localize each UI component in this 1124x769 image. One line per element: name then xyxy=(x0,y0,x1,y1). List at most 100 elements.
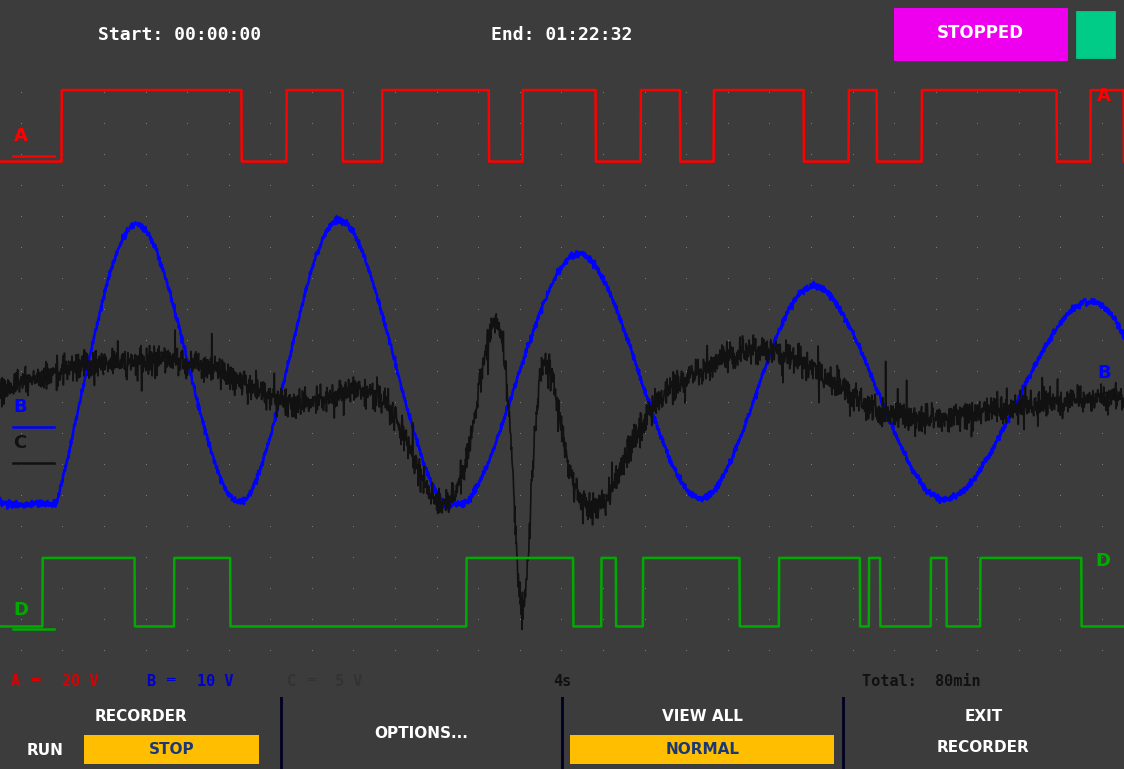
Point xyxy=(53,395,71,408)
Point xyxy=(136,395,154,408)
Point xyxy=(552,303,570,315)
Point xyxy=(801,644,819,656)
Point xyxy=(219,551,237,563)
Point xyxy=(677,271,695,284)
Point xyxy=(427,644,445,656)
Text: RECORDER: RECORDER xyxy=(94,708,187,724)
Point xyxy=(510,644,528,656)
Point xyxy=(219,644,237,656)
Point xyxy=(843,644,861,656)
Point xyxy=(635,458,653,470)
Point xyxy=(760,365,778,377)
Point xyxy=(136,488,154,501)
Point xyxy=(1051,613,1069,625)
Point xyxy=(386,303,404,315)
Point xyxy=(510,210,528,222)
Point xyxy=(386,178,404,191)
Point xyxy=(718,85,736,98)
Point xyxy=(178,551,196,563)
Point xyxy=(593,581,611,594)
Point xyxy=(801,148,819,160)
Point xyxy=(677,613,695,625)
Point xyxy=(593,644,611,656)
Point xyxy=(136,613,154,625)
Point xyxy=(843,334,861,346)
Point xyxy=(593,241,611,253)
Point xyxy=(760,551,778,563)
Point xyxy=(1009,85,1027,98)
Point xyxy=(219,488,237,501)
Point xyxy=(1009,178,1027,191)
Point xyxy=(344,241,362,253)
Point xyxy=(302,148,321,160)
Point xyxy=(302,427,321,439)
Point xyxy=(386,148,404,160)
Point xyxy=(427,334,445,346)
Point xyxy=(136,581,154,594)
Point xyxy=(885,148,903,160)
Point xyxy=(344,85,362,98)
Point xyxy=(926,210,944,222)
Point xyxy=(344,210,362,222)
Point xyxy=(968,271,986,284)
Point xyxy=(718,210,736,222)
Point xyxy=(469,613,487,625)
Point xyxy=(885,551,903,563)
Point xyxy=(178,241,196,253)
Point xyxy=(593,520,611,532)
Point xyxy=(302,178,321,191)
Point xyxy=(635,178,653,191)
Point xyxy=(386,334,404,346)
Point xyxy=(1093,613,1111,625)
Point xyxy=(718,613,736,625)
Point xyxy=(510,178,528,191)
Point xyxy=(302,644,321,656)
Point xyxy=(178,85,196,98)
Point xyxy=(1009,551,1027,563)
Point xyxy=(1093,241,1111,253)
Point xyxy=(968,458,986,470)
Point xyxy=(593,488,611,501)
Point xyxy=(136,303,154,315)
Point xyxy=(760,271,778,284)
Point xyxy=(635,520,653,532)
Point xyxy=(1009,148,1027,160)
Point xyxy=(53,178,71,191)
Point xyxy=(926,148,944,160)
Point xyxy=(843,458,861,470)
Point xyxy=(386,271,404,284)
Point xyxy=(552,613,570,625)
Point xyxy=(552,210,570,222)
Point xyxy=(94,303,112,315)
Point xyxy=(53,581,71,594)
Point xyxy=(801,613,819,625)
Point xyxy=(302,271,321,284)
Point xyxy=(469,241,487,253)
Point xyxy=(885,488,903,501)
Text: 10 V: 10 V xyxy=(197,674,233,689)
Point xyxy=(1093,644,1111,656)
Text: 5 V: 5 V xyxy=(335,674,362,689)
Point xyxy=(261,117,279,129)
Point xyxy=(344,395,362,408)
Point xyxy=(760,148,778,160)
Point xyxy=(344,178,362,191)
Point xyxy=(843,210,861,222)
Point xyxy=(926,117,944,129)
Text: D: D xyxy=(13,601,28,619)
Point xyxy=(968,148,986,160)
Point xyxy=(593,613,611,625)
Point xyxy=(53,644,71,656)
Point xyxy=(510,334,528,346)
Point xyxy=(1009,365,1027,377)
Point xyxy=(677,395,695,408)
Point xyxy=(510,458,528,470)
Point xyxy=(968,241,986,253)
Point xyxy=(469,427,487,439)
Point xyxy=(469,303,487,315)
Point xyxy=(261,644,279,656)
Point xyxy=(760,458,778,470)
Point xyxy=(552,178,570,191)
Point xyxy=(178,458,196,470)
Point xyxy=(53,365,71,377)
